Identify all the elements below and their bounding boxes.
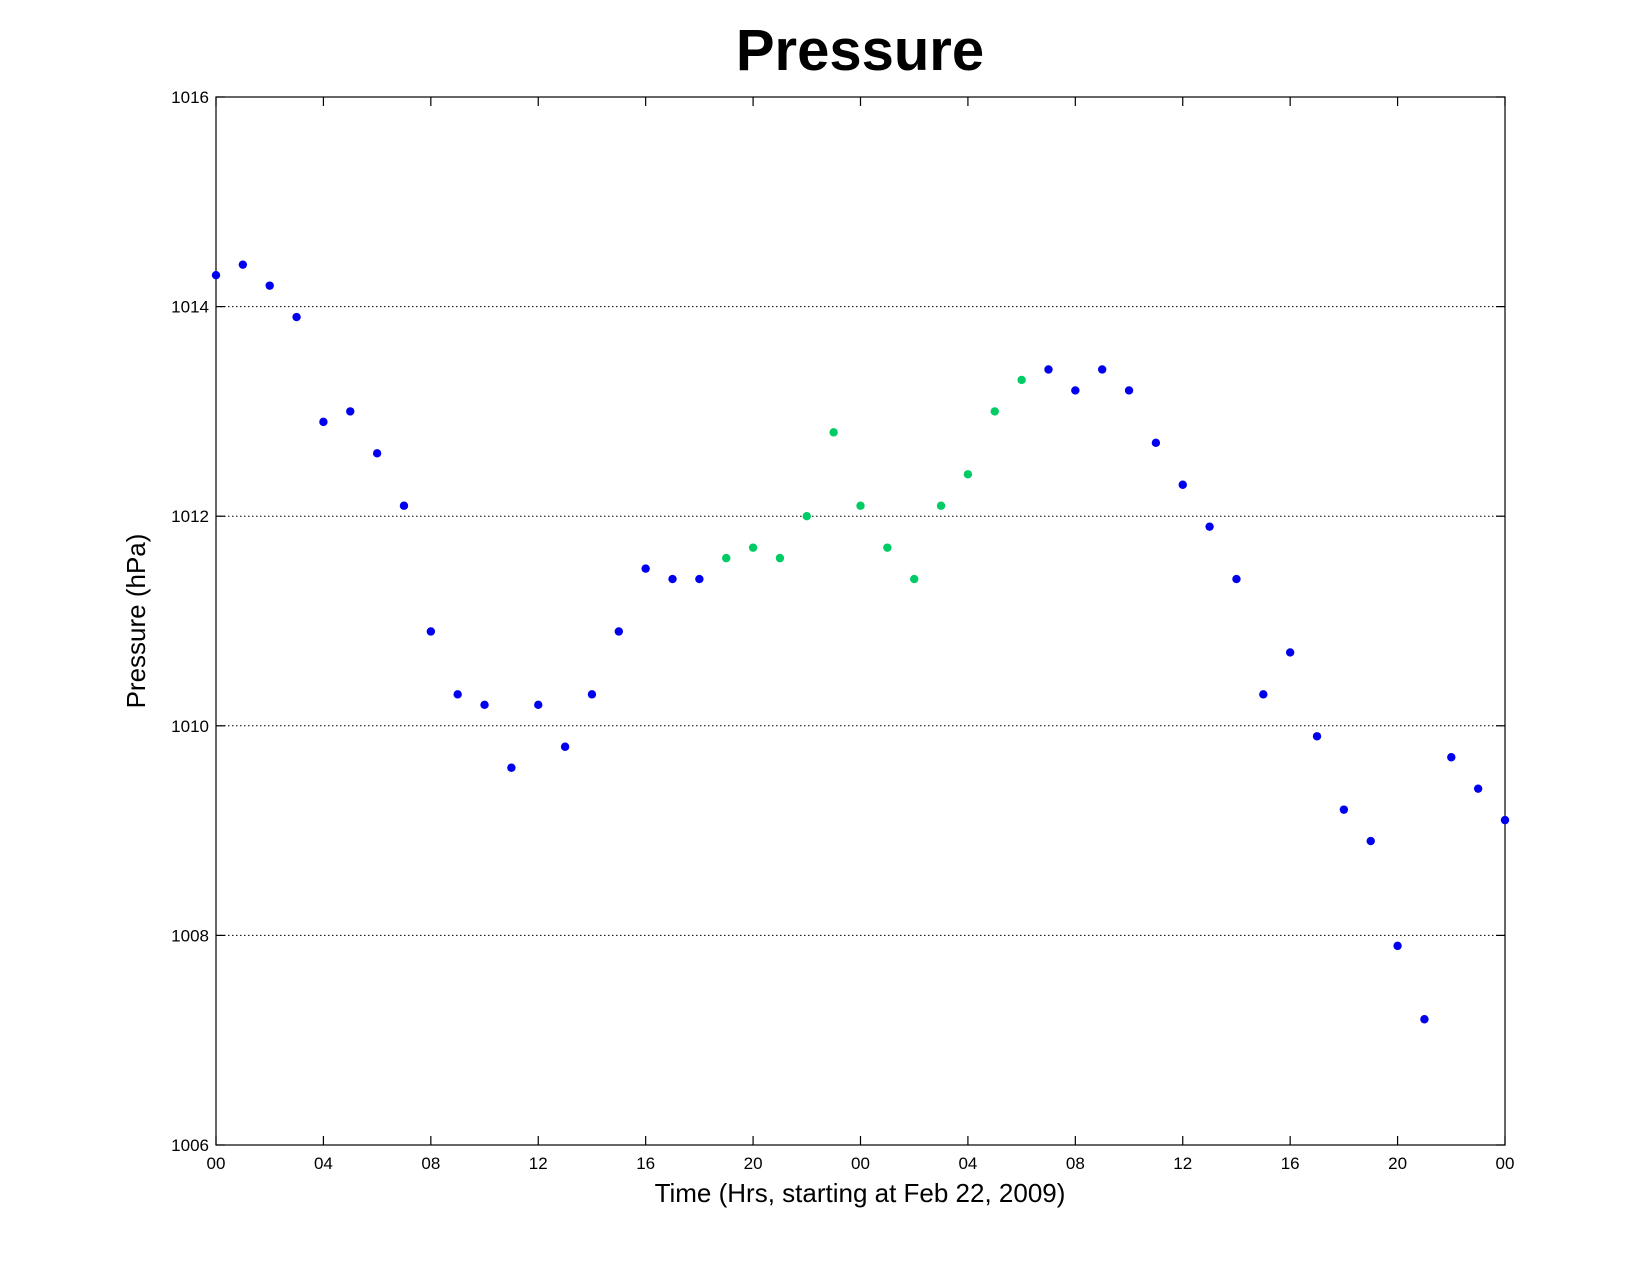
data-point-series-1: [1312, 732, 1322, 741]
x-axis-label: Time (Hrs, starting at Feb 22, 2009): [655, 1178, 1066, 1208]
plot-frame: [215, 96, 1506, 1146]
data-point-series-1: [1205, 522, 1214, 531]
x-tick-label: 04: [958, 1154, 977, 1173]
y-tick-label: 1008: [171, 926, 209, 945]
axis-ticks: 1006 1008 1010 1012 1014 1016 00 04 08 12 16 20 00 04…: [171, 88, 1514, 1173]
x-tick-label: 12: [529, 1154, 548, 1173]
data-point-series-1: [587, 690, 597, 699]
data-point-series-2: [829, 428, 838, 437]
data-point-series-1: [1151, 438, 1161, 448]
chart-title: Pressure: [736, 18, 984, 83]
x-tick-label: 04: [314, 1154, 333, 1173]
data-point-series-1: [426, 627, 436, 636]
data-point-series-2: [910, 574, 919, 584]
y-tick-label: 1012: [171, 507, 209, 526]
data-point-series-1: [668, 574, 677, 584]
data-point-series-1: [453, 690, 462, 699]
data-point-series-2: [748, 543, 758, 552]
x-tick-label: 20: [744, 1154, 763, 1173]
data-point-series-1: [1393, 941, 1402, 951]
data-point-series-1: [1473, 784, 1483, 793]
data-point-series-2: [936, 501, 946, 510]
data-point-series-1: [346, 407, 355, 416]
data-point-series-1: [319, 417, 328, 427]
data-point-series-1: [265, 281, 274, 290]
data-point-series-1: [1285, 648, 1295, 657]
x-tick-label: 08: [421, 1154, 440, 1173]
x-tick-label: 00: [851, 1154, 870, 1173]
data-point-series-1: [399, 501, 409, 510]
data-point-series-2: [1017, 375, 1026, 385]
data-point-series-1: [480, 700, 489, 710]
data-point-series-1: [560, 742, 570, 751]
x-tick-label: 20: [1388, 1154, 1407, 1173]
data-point-series-1: [292, 312, 301, 322]
data-point-series-1: [1500, 815, 1510, 825]
data-point-series-2: [802, 512, 811, 521]
data-point-series-1: [372, 449, 382, 458]
data-point-series-1: [1071, 386, 1080, 395]
data-point-series-1: [211, 270, 221, 280]
data-points: [211, 260, 1510, 1024]
data-point-series-1: [1339, 805, 1349, 814]
data-point-series-1: [534, 700, 543, 710]
data-point-series-1: [1124, 386, 1134, 395]
x-tick-label: 00: [1496, 1154, 1515, 1173]
data-point-series-1: [1097, 365, 1107, 374]
data-point-series-1: [614, 627, 624, 636]
data-point-series-1: [238, 260, 248, 269]
x-tick-label: 12: [1173, 1154, 1192, 1173]
x-tick-label: 00: [207, 1154, 226, 1173]
data-point-series-2: [883, 543, 892, 552]
data-point-series-2: [990, 407, 999, 416]
data-point-series-1: [1178, 480, 1187, 489]
x-tick-label: 08: [1066, 1154, 1085, 1173]
y-tick-label: 1006: [171, 1136, 209, 1155]
data-point-series-1: [1259, 690, 1268, 699]
grid-lines: [216, 306, 1505, 936]
data-point-series-1: [641, 564, 650, 573]
x-tick-label: 16: [1281, 1154, 1300, 1173]
y-tick-label: 1016: [171, 88, 209, 107]
y-axis-label: Pressure (hPa): [121, 534, 151, 709]
data-point-series-2: [856, 501, 865, 510]
data-point-series-1: [1232, 574, 1241, 584]
data-point-series-1: [1044, 365, 1053, 374]
data-point-series-1: [1420, 1015, 1429, 1024]
y-tick-label: 1010: [171, 717, 209, 736]
data-point-series-2: [722, 553, 731, 563]
data-point-series-2: [963, 470, 973, 479]
data-point-series-1: [1447, 753, 1456, 762]
y-tick-label: 1014: [171, 298, 209, 317]
data-point-series-1: [1366, 836, 1375, 846]
x-tick-label: 16: [636, 1154, 655, 1173]
data-point-series-2: [775, 553, 785, 563]
data-point-series-1: [507, 763, 516, 772]
data-point-series-1: [695, 574, 704, 584]
